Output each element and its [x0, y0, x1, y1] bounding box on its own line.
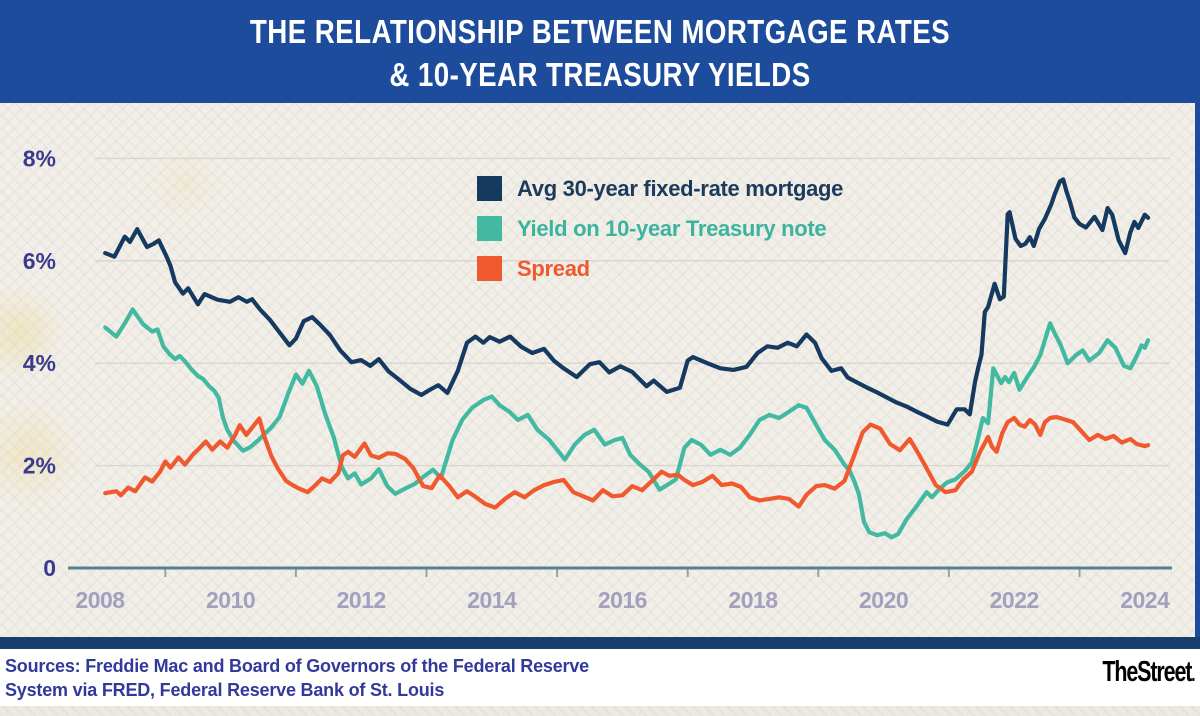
divider-bar — [0, 637, 1200, 649]
chart-title-line2: & 10-YEAR TREASURY YIELDS — [389, 56, 811, 93]
y-axis-label-4: 4% — [23, 350, 56, 376]
thestreet-logo-text: TheStreet — [1101, 656, 1192, 688]
treasury-legend-label: Yield on 10-year Treasury note — [517, 215, 827, 241]
spread-legend-label: Spread — [517, 255, 590, 281]
right-edge-strip — [1195, 103, 1200, 637]
x-axis-label-2010: 2010 — [206, 587, 255, 613]
title-banner: THE RELATIONSHIP BETWEEN MORTGAGE RATES … — [0, 0, 1200, 103]
mortgage-legend-swatch — [477, 176, 502, 201]
x-axis-label-2024: 2024 — [1120, 587, 1170, 613]
series-line-spread — [103, 414, 1151, 510]
y-axis-label-8: 8% — [23, 145, 56, 171]
bottom-strip — [0, 706, 1200, 716]
sources-text: Sources: Freddie Mac and Board of Govern… — [5, 654, 589, 702]
legend-item-mortgage: Avg 30-year fixed-rate mortgage — [477, 176, 843, 201]
spread-legend-swatch — [477, 256, 502, 281]
legend-item-spread: Spread — [477, 256, 843, 281]
x-axis-label-2014: 2014 — [467, 587, 517, 613]
series-line-mortgage — [103, 177, 1151, 427]
chart-legend: Avg 30-year fixed-rate mortgage Yield on… — [477, 176, 843, 281]
mortgage-legend-label: Avg 30-year fixed-rate mortgage — [517, 175, 844, 201]
y-axis-label-6: 6% — [23, 248, 56, 274]
legend-item-treasury: Yield on 10-year Treasury note — [477, 216, 843, 241]
y-axis-label-0: 0 — [43, 555, 56, 581]
x-axis-label-2012: 2012 — [337, 587, 386, 613]
x-axis-label-2018: 2018 — [728, 587, 778, 613]
x-axis-label-2016: 2016 — [598, 587, 647, 613]
x-axis-label-2008: 2008 — [75, 587, 125, 613]
chart-area — [0, 103, 1200, 637]
sources-line2: System via FRED, Federal Reserve Bank of… — [5, 680, 445, 700]
sources-line1: Sources: Freddie Mac and Board of Govern… — [5, 656, 589, 676]
x-axis-label-2022: 2022 — [990, 587, 1039, 613]
footer: Sources: Freddie Mac and Board of Govern… — [0, 649, 1200, 706]
y-axis-label-2: 2% — [23, 453, 56, 479]
chart-title-line1: THE RELATIONSHIP BETWEEN MORTGAGE RATES — [249, 13, 951, 50]
thestreet-logo-dot: . — [1190, 664, 1195, 686]
thestreet-logo: TheStreet. — [1101, 656, 1195, 689]
treasury-legend-swatch — [477, 216, 502, 241]
x-axis-label-2020: 2020 — [859, 587, 908, 613]
